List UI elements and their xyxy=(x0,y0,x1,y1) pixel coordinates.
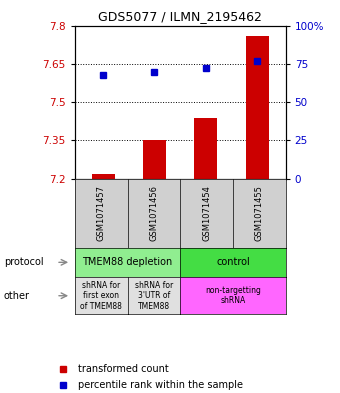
Text: GSM1071454: GSM1071454 xyxy=(202,185,211,241)
Title: GDS5077 / ILMN_2195462: GDS5077 / ILMN_2195462 xyxy=(98,10,262,23)
Bar xyxy=(143,141,166,179)
Bar xyxy=(91,174,115,179)
Text: TMEM88 depletion: TMEM88 depletion xyxy=(82,257,173,267)
Bar xyxy=(194,118,218,179)
Text: GSM1071457: GSM1071457 xyxy=(97,185,106,241)
Text: percentile rank within the sample: percentile rank within the sample xyxy=(78,380,242,389)
Text: protocol: protocol xyxy=(4,257,44,267)
Text: GSM1071455: GSM1071455 xyxy=(255,185,264,241)
Bar xyxy=(246,36,269,179)
Text: other: other xyxy=(4,291,30,301)
Text: shRNA for
first exon
of TMEM88: shRNA for first exon of TMEM88 xyxy=(80,281,122,310)
Text: control: control xyxy=(216,257,250,267)
Text: GSM1071456: GSM1071456 xyxy=(149,185,158,241)
Text: shRNA for
3'UTR of
TMEM88: shRNA for 3'UTR of TMEM88 xyxy=(135,281,173,310)
Text: non-targetting
shRNA: non-targetting shRNA xyxy=(205,286,261,305)
Text: transformed count: transformed count xyxy=(78,364,168,374)
